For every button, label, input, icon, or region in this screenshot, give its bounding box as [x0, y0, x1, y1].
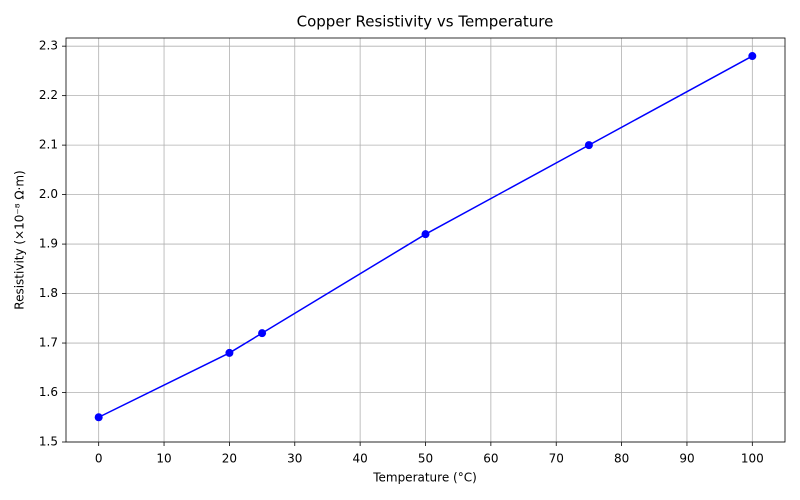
x-tick-label: 30 — [287, 452, 302, 466]
x-tick-label: 80 — [614, 452, 629, 466]
x-tick-label: 60 — [483, 452, 498, 466]
data-point — [94, 413, 103, 422]
y-tick-label: 1.5 — [39, 435, 58, 449]
x-axis-label: Temperature (°C) — [372, 471, 477, 485]
y-axis-label: Resistivity (×10⁻⁸ Ω·m) — [13, 170, 27, 309]
data-line — [98, 55, 753, 418]
plot-frame — [65, 37, 786, 443]
y-tick-label: 1.9 — [39, 237, 58, 251]
y-tick-label: 1.6 — [39, 385, 58, 399]
x-tick-label: 70 — [549, 452, 564, 466]
y-tick-label: 1.8 — [39, 286, 58, 300]
data-point — [584, 141, 593, 150]
data-point — [225, 348, 234, 357]
x-tick-label: 40 — [352, 452, 367, 466]
data-point — [421, 230, 430, 239]
x-tick-label: 20 — [222, 452, 237, 466]
y-tick-label: 2.1 — [39, 138, 58, 152]
x-tick-label: 0 — [95, 452, 103, 466]
y-tick-label: 1.7 — [39, 336, 58, 350]
x-tick-label: 50 — [418, 452, 433, 466]
data-point — [258, 329, 267, 338]
x-tick-label: 90 — [679, 452, 694, 466]
data-point — [748, 52, 757, 61]
y-tick-label: 2.0 — [39, 187, 58, 201]
y-tick-label: 2.2 — [39, 88, 58, 102]
y-tick-label: 2.3 — [39, 39, 58, 53]
chart-title: Copper Resistivity vs Temperature — [297, 13, 554, 31]
x-tick-label: 100 — [741, 452, 764, 466]
x-tick-label: 10 — [156, 452, 171, 466]
